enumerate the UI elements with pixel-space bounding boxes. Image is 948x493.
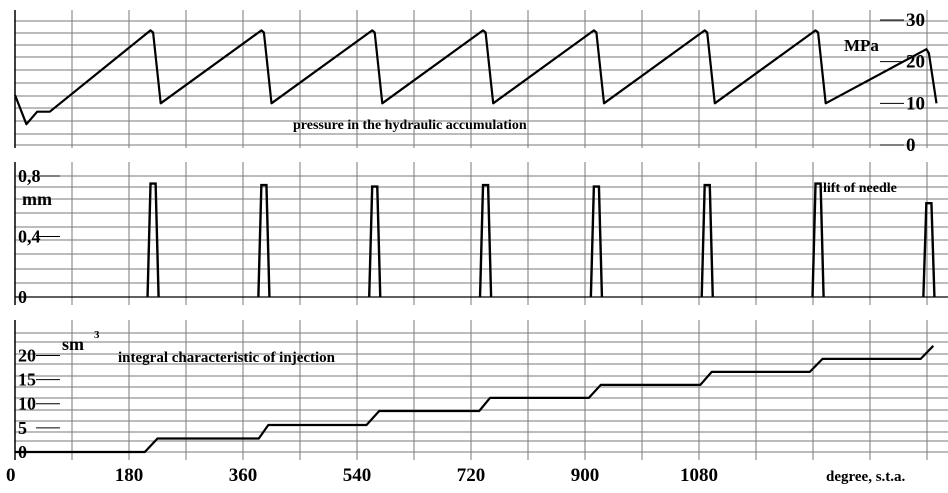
injection-unit-label: sm xyxy=(62,334,84,354)
injection-annotation: integral characteristic of injection xyxy=(118,350,336,366)
pressure-unit-label: MPa xyxy=(844,36,879,55)
y-tick-label: 30 xyxy=(906,10,925,31)
needle-pulse xyxy=(368,185,382,298)
needle-pulse xyxy=(478,183,493,298)
needle-pulse xyxy=(146,182,160,298)
x-tick-label: 900 xyxy=(571,465,600,486)
needle-pulse xyxy=(257,183,271,298)
y-tick-label: 5 xyxy=(18,418,27,438)
needle-pulse xyxy=(922,202,936,298)
y-tick-label: 15 xyxy=(18,370,36,390)
y-tick-label: 0 xyxy=(906,135,916,156)
pressure-annotation: pressure in the hydraulic accumulation xyxy=(293,118,527,133)
needle-lift-panel: 0,80,40 xyxy=(14,162,948,307)
x-tick-label: 540 xyxy=(343,465,372,486)
series-line xyxy=(15,345,935,454)
x-axis-label: degree, s.t.a. xyxy=(826,469,906,485)
needle-pulse xyxy=(589,185,604,298)
x-tick-label: 1080 xyxy=(680,465,718,486)
needle-annotation: lift of needle xyxy=(823,181,897,196)
x-axis-ticks: 0 180 360 540 720 900 1080 xyxy=(6,465,718,486)
y-tick-label: 10 xyxy=(18,394,36,414)
y-tick-label: 10 xyxy=(906,93,925,114)
y-tick-label: 0,4 xyxy=(18,227,41,247)
needle-pulse xyxy=(700,183,714,298)
y-tick-label: 0,8 xyxy=(18,166,41,186)
series-line xyxy=(13,29,938,126)
y-tick-label: 20 xyxy=(18,345,36,365)
x-tick-label: 0 xyxy=(6,465,16,486)
needle-unit-label: mm xyxy=(22,189,52,209)
x-tick-label: 360 xyxy=(229,465,258,486)
needle-pulse xyxy=(811,182,825,298)
x-tick-label: 180 xyxy=(115,465,144,486)
x-tick-label: 720 xyxy=(457,465,486,486)
injection-unit-superscript: 3 xyxy=(94,329,100,341)
